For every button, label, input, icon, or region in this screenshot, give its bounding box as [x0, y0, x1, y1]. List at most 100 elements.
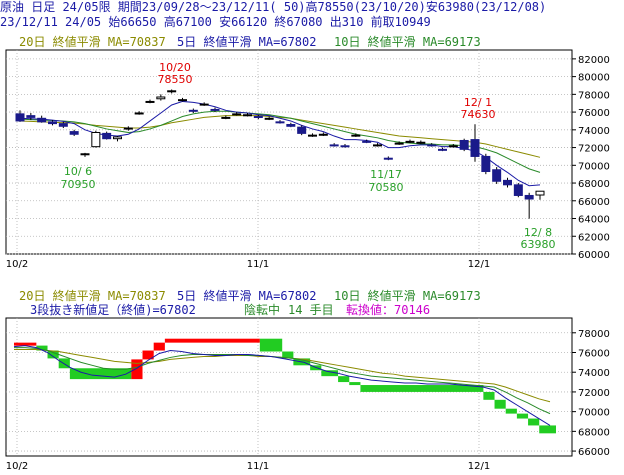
candle-body: [416, 141, 426, 144]
candle-body: [308, 134, 317, 137]
bottom-chart-y-tick-label: 68000: [578, 427, 610, 438]
candle-body: [329, 144, 339, 147]
legend-top-ma10: 10日 終値平滑 MA=69173: [334, 35, 481, 49]
candle-body: [232, 113, 242, 116]
candle-body: [394, 142, 404, 145]
three-line-block: [153, 342, 165, 351]
three-line-block: [505, 408, 517, 414]
bottom-chart-y-tick-label: 66000: [578, 447, 610, 458]
candle-body: [80, 153, 90, 156]
candle-body: [210, 108, 220, 111]
three-line-block: [528, 418, 540, 426]
legend-bottom-ma10: 10日 終値平滑 MA=69173: [334, 289, 481, 303]
candle-body: [383, 157, 393, 160]
candle-body: [123, 127, 133, 130]
candle-body: [427, 144, 437, 147]
three-line-block: [483, 391, 495, 400]
three-line-block: [142, 350, 154, 360]
candle-body: [264, 117, 274, 120]
legend-count: 14 手目: [288, 303, 334, 317]
candle-body: [221, 116, 231, 119]
top-chart-y-tick-label: 70000: [578, 161, 610, 172]
annotation-low3-value: 63980: [521, 238, 556, 251]
top-chart-y-tick-label: 60000: [578, 250, 610, 261]
bottom-chart-x-tick-label: 10/2: [6, 461, 28, 472]
candle-body: [535, 190, 545, 196]
candle-body: [37, 117, 47, 123]
three-line-block: [47, 350, 59, 359]
legend-status: 陰転中: [244, 303, 281, 317]
candle-body: [286, 124, 296, 127]
bottom-chart-y-tick-label: 70000: [578, 408, 610, 419]
candle-body: [513, 184, 523, 196]
top-chart-x-tick-label: 12/1: [468, 259, 490, 270]
candle-body: [297, 126, 307, 134]
bottom-chart-y-tick-label: 72000: [578, 388, 610, 399]
candle-body: [459, 139, 469, 150]
bottom-chart-x-tick-label: 11/1: [247, 461, 269, 472]
candle-body: [318, 133, 328, 136]
three-line-block: [164, 338, 260, 343]
legend-three-line: 3段抜き新値足（終値)=67802: [30, 303, 196, 317]
legend-reversal: 転換値：70146: [346, 303, 431, 317]
annotation-high-value: 78550: [158, 73, 193, 86]
candle-body: [253, 116, 263, 119]
bottom-chart-frame: [5, 317, 573, 457]
candle-body: [199, 103, 209, 106]
candle-body: [492, 169, 502, 182]
candle-body: [145, 100, 155, 103]
candle-body: [524, 194, 534, 200]
top-chart-frame: [5, 49, 573, 255]
annotation-low1-date: 10/ 6: [64, 165, 92, 178]
candle-body: [113, 136, 122, 140]
candle-body: [351, 134, 361, 137]
top-chart-y-tick-label: 62000: [578, 232, 610, 243]
annotation-high2-value: 74630: [461, 108, 496, 121]
top-chart-x-tick-label: 10/2: [6, 259, 28, 270]
bottom-chart-ma-line: [14, 347, 551, 415]
legend-top-ma20: 20日 終値平滑 MA=70837: [19, 35, 166, 49]
header-line-1: 原油 日足 24/05限 期間23/09/28～23/12/11( 50)高78…: [0, 0, 624, 15]
candle-body: [26, 115, 36, 118]
annotation-high-date: 10/20: [159, 61, 191, 74]
annotation-low2-date: 11/17: [370, 168, 402, 181]
bottom-chart-y-tick-label: 74000: [578, 368, 610, 379]
candle-body: [58, 123, 68, 127]
candle-body: [156, 96, 166, 100]
candle-body: [470, 139, 480, 157]
candle-body: [362, 140, 372, 143]
candle-body: [102, 132, 112, 140]
annotation-low3-date: 12/ 8: [524, 226, 552, 239]
top-chart-y-tick-label: 74000: [578, 126, 610, 137]
top-chart-y-tick-label: 76000: [578, 108, 610, 119]
three-line-block: [36, 345, 48, 351]
legend-bottom-ma20: 20日 終値平滑 MA=70837: [19, 289, 166, 303]
candle-body: [373, 144, 382, 147]
three-line-block: [494, 399, 506, 409]
bottom-chart-y-tick-label: 78000: [578, 329, 610, 340]
candle-body: [48, 121, 57, 125]
candle-body: [134, 112, 144, 115]
candle-body: [167, 90, 177, 93]
three-line-block: [539, 425, 556, 434]
bottom-chart-x-tick-label: 12/1: [468, 461, 490, 472]
three-line-block: [69, 368, 132, 380]
bottom-chart-ma-line: [13, 345, 551, 426]
candle-body: [503, 179, 512, 186]
top-chart-y-tick-label: 64000: [578, 215, 610, 226]
top-chart-y-tick-label: 82000: [578, 55, 610, 66]
bottom-chart-y-tick-label: 76000: [578, 349, 610, 360]
candle-body: [405, 140, 415, 143]
top-chart-y-tick-label: 68000: [578, 179, 610, 190]
candle-body: [188, 109, 198, 112]
three-line-block: [321, 370, 339, 377]
header-line-2: 23/12/11 24/05 始66650 高67100 安66120 終670…: [0, 15, 624, 30]
legend-bottom-ma5: 5日 終値平滑 MA=67802: [177, 289, 317, 303]
three-line-block: [349, 382, 361, 386]
candle-body: [15, 113, 25, 122]
top-chart-ma-line: [19, 115, 541, 158]
top-chart-x-tick-label: 11/1: [247, 259, 269, 270]
candle-body: [178, 99, 187, 102]
top-chart-y-tick-label: 78000: [578, 90, 610, 101]
